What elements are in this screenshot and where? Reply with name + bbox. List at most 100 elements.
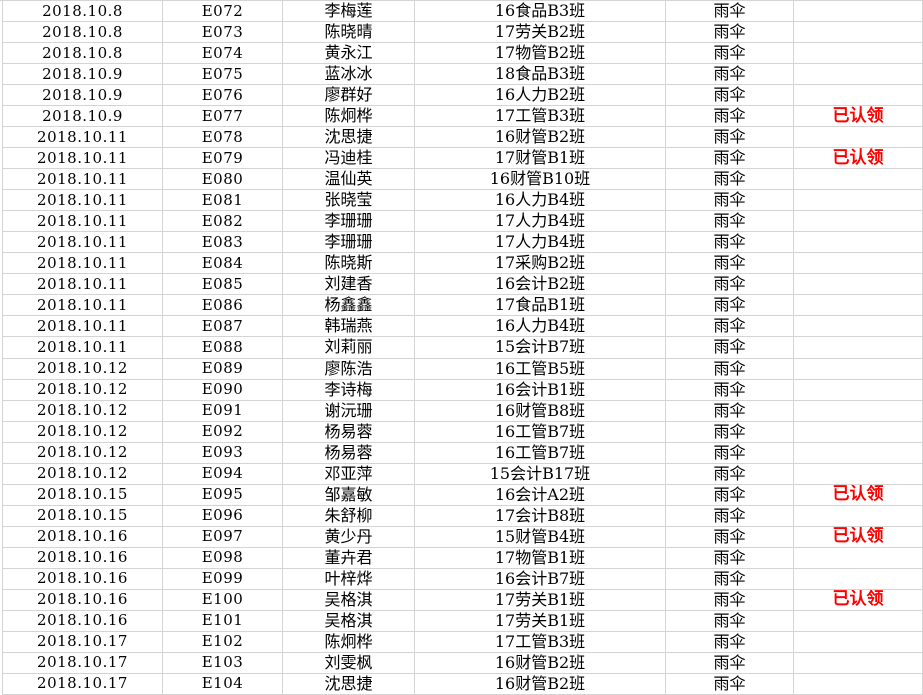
status-cell[interactable] xyxy=(794,316,923,338)
date-cell[interactable]: 2018.10.11 xyxy=(2,211,163,233)
name-cell[interactable]: 杨鑫鑫 xyxy=(283,295,415,317)
item-cell[interactable]: 雨伞 xyxy=(666,652,794,674)
name-cell[interactable]: 杨易蓉 xyxy=(283,442,415,464)
code-cell[interactable]: E098 xyxy=(163,547,283,569)
name-cell[interactable]: 陈炯桦 xyxy=(283,106,415,128)
date-cell[interactable]: 2018.10.11 xyxy=(2,337,163,359)
name-cell[interactable]: 蓝冰冰 xyxy=(283,64,415,86)
date-cell[interactable]: 2018.10.11 xyxy=(2,127,163,149)
status-cell[interactable]: 已认领 xyxy=(794,589,923,611)
item-cell[interactable]: 雨伞 xyxy=(666,505,794,527)
status-cell[interactable] xyxy=(794,190,923,212)
date-cell[interactable]: 2018.10.12 xyxy=(2,358,163,380)
date-cell[interactable]: 2018.10.16 xyxy=(2,547,163,569)
item-cell[interactable]: 雨伞 xyxy=(666,232,794,254)
code-cell[interactable]: E078 xyxy=(163,127,283,149)
status-cell[interactable]: 已认领 xyxy=(794,484,923,506)
class-cell[interactable]: 17工管B3班 xyxy=(415,631,666,653)
item-cell[interactable]: 雨伞 xyxy=(666,43,794,65)
date-cell[interactable]: 2018.10.8 xyxy=(2,1,163,23)
status-cell[interactable] xyxy=(794,505,923,527)
name-cell[interactable]: 黄少丹 xyxy=(283,526,415,548)
name-cell[interactable]: 李珊珊 xyxy=(283,211,415,233)
code-cell[interactable]: E094 xyxy=(163,463,283,485)
date-cell[interactable]: 2018.10.17 xyxy=(2,652,163,674)
item-cell[interactable]: 雨伞 xyxy=(666,379,794,401)
name-cell[interactable]: 刘莉丽 xyxy=(283,337,415,359)
date-cell[interactable]: 2018.10.11 xyxy=(2,190,163,212)
code-cell[interactable]: E095 xyxy=(163,484,283,506)
item-cell[interactable]: 雨伞 xyxy=(666,190,794,212)
code-cell[interactable]: E081 xyxy=(163,190,283,212)
item-cell[interactable]: 雨伞 xyxy=(666,568,794,590)
code-cell[interactable]: E082 xyxy=(163,211,283,233)
class-cell[interactable]: 17食品B1班 xyxy=(415,295,666,317)
date-cell[interactable]: 2018.10.9 xyxy=(2,64,163,86)
class-cell[interactable]: 17财管B1班 xyxy=(415,148,666,170)
code-cell[interactable]: E097 xyxy=(163,526,283,548)
code-cell[interactable]: E104 xyxy=(163,673,283,695)
item-cell[interactable]: 雨伞 xyxy=(666,85,794,107)
class-cell[interactable]: 17会计B8班 xyxy=(415,505,666,527)
item-cell[interactable]: 雨伞 xyxy=(666,547,794,569)
date-cell[interactable]: 2018.10.11 xyxy=(2,316,163,338)
code-cell[interactable]: E101 xyxy=(163,610,283,632)
date-cell[interactable]: 2018.10.11 xyxy=(2,253,163,275)
item-cell[interactable]: 雨伞 xyxy=(666,295,794,317)
code-cell[interactable]: E092 xyxy=(163,421,283,443)
item-cell[interactable]: 雨伞 xyxy=(666,1,794,23)
item-cell[interactable]: 雨伞 xyxy=(666,673,794,695)
date-cell[interactable]: 2018.10.11 xyxy=(2,295,163,317)
date-cell[interactable]: 2018.10.16 xyxy=(2,526,163,548)
date-cell[interactable]: 2018.10.15 xyxy=(2,505,163,527)
date-cell[interactable]: 2018.10.12 xyxy=(2,442,163,464)
item-cell[interactable]: 雨伞 xyxy=(666,631,794,653)
status-cell[interactable] xyxy=(794,379,923,401)
name-cell[interactable]: 沈思捷 xyxy=(283,127,415,149)
status-cell[interactable] xyxy=(794,232,923,254)
class-cell[interactable]: 17人力B4班 xyxy=(415,232,666,254)
item-cell[interactable]: 雨伞 xyxy=(666,400,794,422)
code-cell[interactable]: E075 xyxy=(163,64,283,86)
name-cell[interactable]: 陈炯桦 xyxy=(283,631,415,653)
name-cell[interactable]: 刘建香 xyxy=(283,274,415,296)
class-cell[interactable]: 16财管B2班 xyxy=(415,127,666,149)
code-cell[interactable]: E096 xyxy=(163,505,283,527)
name-cell[interactable]: 沈思捷 xyxy=(283,673,415,695)
code-cell[interactable]: E079 xyxy=(163,148,283,170)
name-cell[interactable]: 黄永江 xyxy=(283,43,415,65)
class-cell[interactable]: 16财管B2班 xyxy=(415,652,666,674)
status-cell[interactable] xyxy=(794,421,923,443)
code-cell[interactable]: E076 xyxy=(163,85,283,107)
name-cell[interactable]: 陈晓晴 xyxy=(283,22,415,44)
code-cell[interactable]: E088 xyxy=(163,337,283,359)
code-cell[interactable]: E099 xyxy=(163,568,283,590)
class-cell[interactable]: 17物管B1班 xyxy=(415,547,666,569)
class-cell[interactable]: 16财管B8班 xyxy=(415,400,666,422)
class-cell[interactable]: 16会计B7班 xyxy=(415,568,666,590)
item-cell[interactable]: 雨伞 xyxy=(666,106,794,128)
code-cell[interactable]: E102 xyxy=(163,631,283,653)
date-cell[interactable]: 2018.10.8 xyxy=(2,22,163,44)
name-cell[interactable]: 叶梓烨 xyxy=(283,568,415,590)
name-cell[interactable]: 廖陈浩 xyxy=(283,358,415,380)
class-cell[interactable]: 16会计A2班 xyxy=(415,484,666,506)
status-cell[interactable] xyxy=(794,463,923,485)
class-cell[interactable]: 18食品B3班 xyxy=(415,64,666,86)
class-cell[interactable]: 17采购B2班 xyxy=(415,253,666,275)
code-cell[interactable]: E083 xyxy=(163,232,283,254)
class-cell[interactable]: 16会计B2班 xyxy=(415,274,666,296)
name-cell[interactable]: 温仙英 xyxy=(283,169,415,191)
class-cell[interactable]: 17劳关B1班 xyxy=(415,589,666,611)
code-cell[interactable]: E090 xyxy=(163,379,283,401)
date-cell[interactable]: 2018.10.12 xyxy=(2,421,163,443)
code-cell[interactable]: E080 xyxy=(163,169,283,191)
name-cell[interactable]: 廖群好 xyxy=(283,85,415,107)
date-cell[interactable]: 2018.10.16 xyxy=(2,610,163,632)
item-cell[interactable]: 雨伞 xyxy=(666,127,794,149)
item-cell[interactable]: 雨伞 xyxy=(666,463,794,485)
code-cell[interactable]: E073 xyxy=(163,22,283,44)
item-cell[interactable]: 雨伞 xyxy=(666,211,794,233)
name-cell[interactable]: 张晓莹 xyxy=(283,190,415,212)
date-cell[interactable]: 2018.10.16 xyxy=(2,568,163,590)
